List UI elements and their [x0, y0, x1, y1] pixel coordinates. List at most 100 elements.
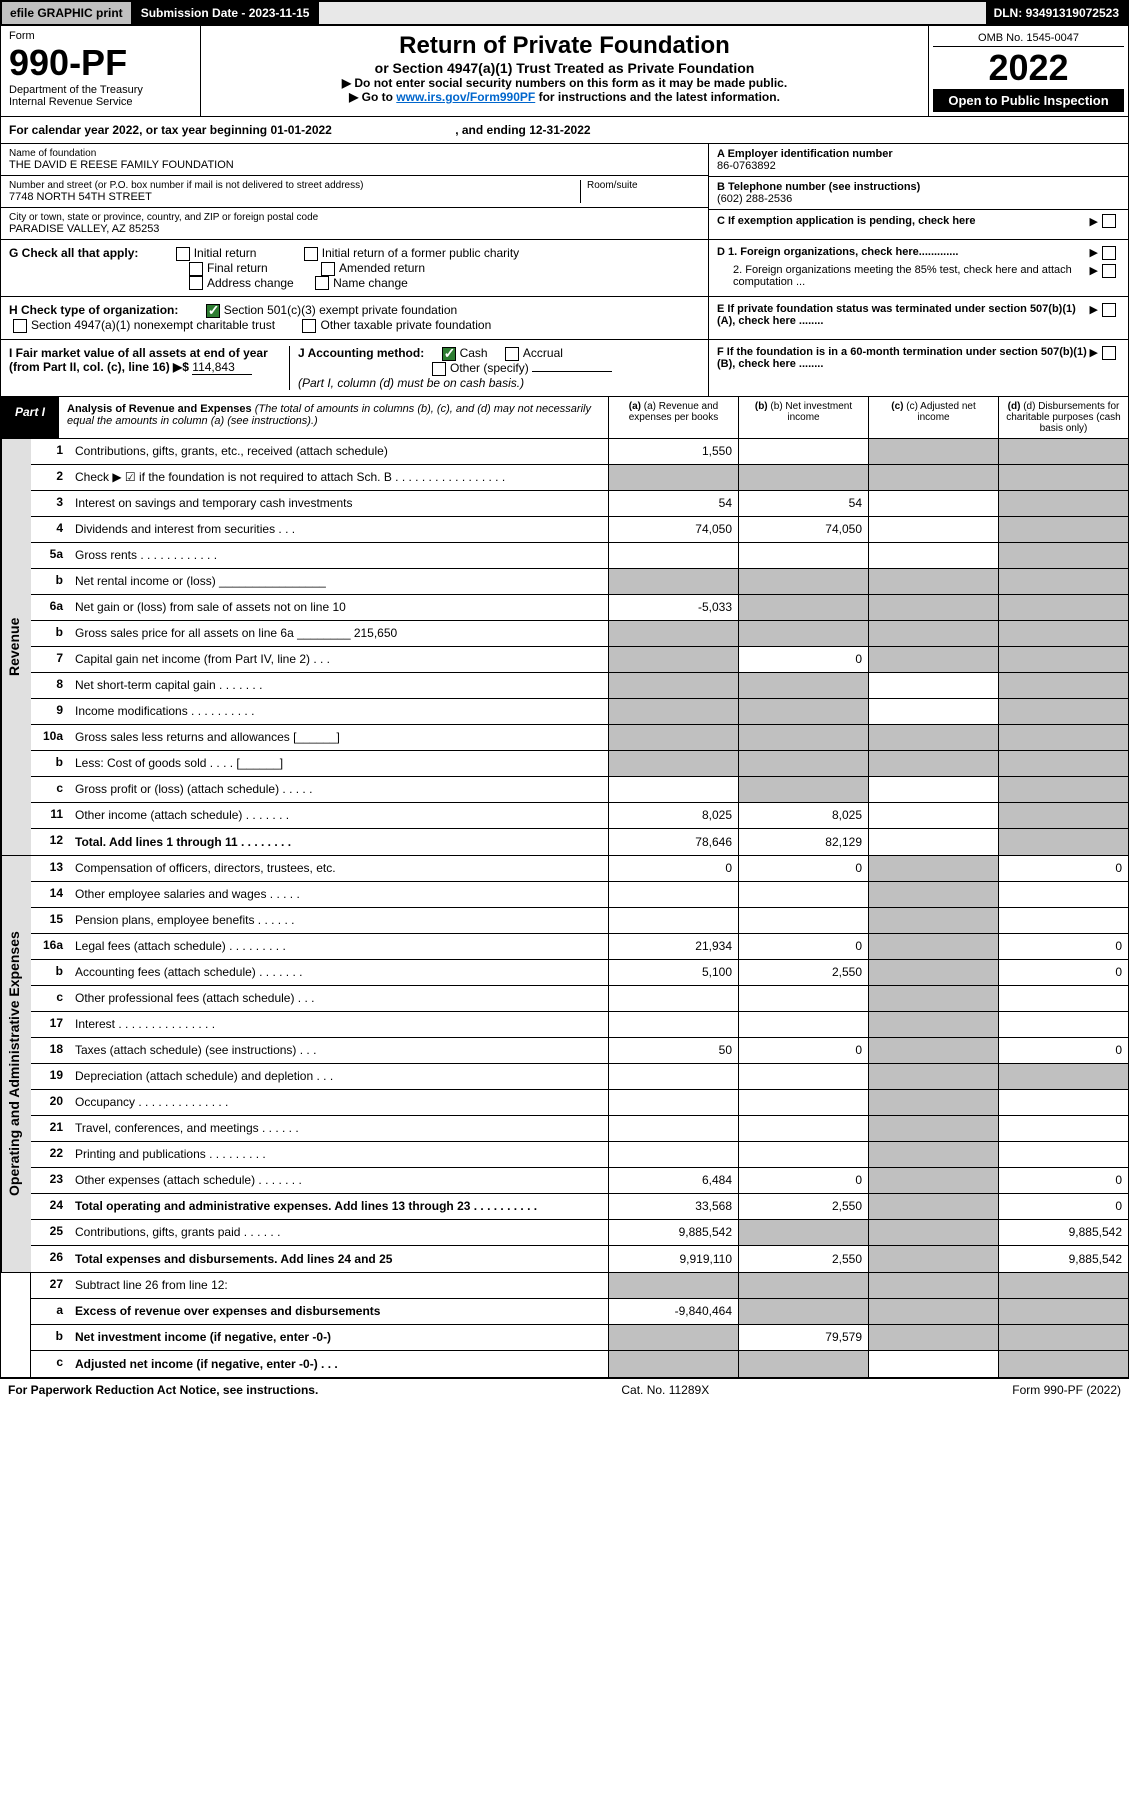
cell-a: 74,050	[608, 517, 738, 542]
table-row: aExcess of revenue over expenses and dis…	[31, 1299, 1128, 1325]
table-row: 12Total. Add lines 1 through 11 . . . . …	[31, 829, 1128, 855]
cell-b: 2,550	[738, 1194, 868, 1219]
cell-d: 9,885,542	[998, 1220, 1128, 1245]
table-row: 13Compensation of officers, directors, t…	[31, 856, 1128, 882]
cell-c	[868, 882, 998, 907]
table-row: 1Contributions, gifts, grants, etc., rec…	[31, 439, 1128, 465]
g-name-checkbox[interactable]	[315, 276, 329, 290]
part1-desc: Analysis of Revenue and Expenses (The to…	[59, 397, 608, 438]
top-bar: efile GRAPHIC print Submission Date - 20…	[0, 0, 1129, 26]
col-c-head: (c) (c) Adjusted net income	[868, 397, 998, 438]
cell-a	[608, 673, 738, 698]
d1-checkbox[interactable]	[1102, 246, 1116, 260]
g-address-checkbox[interactable]	[189, 276, 203, 290]
phone-row: B Telephone number (see instructions) (6…	[709, 177, 1128, 210]
cell-c	[868, 986, 998, 1011]
line-number: 21	[31, 1116, 69, 1141]
cell-a	[608, 543, 738, 568]
line-label: Net gain or (loss) from sale of assets n…	[69, 595, 608, 620]
cell-a	[608, 882, 738, 907]
table-row: 15Pension plans, employee benefits . . .…	[31, 908, 1128, 934]
info-left: Name of foundation THE DAVID E REESE FAM…	[1, 144, 708, 239]
line-number: 11	[31, 803, 69, 828]
dept: Department of the Treasury	[9, 84, 192, 96]
cell-d: 0	[998, 856, 1128, 881]
table-row: bNet investment income (if negative, ent…	[31, 1325, 1128, 1351]
cell-b: 8,025	[738, 803, 868, 828]
cell-c	[868, 1090, 998, 1115]
e-checkbox[interactable]	[1102, 303, 1116, 317]
cell-d	[998, 1351, 1128, 1377]
cell-b: 0	[738, 1038, 868, 1063]
cell-b	[738, 1012, 868, 1037]
j-cash-checkbox[interactable]	[442, 347, 456, 361]
table-row: bGross sales price for all assets on lin…	[31, 621, 1128, 647]
table-row: 7Capital gain net income (from Part IV, …	[31, 647, 1128, 673]
table-row: cGross profit or (loss) (attach schedule…	[31, 777, 1128, 803]
table-row: 5aGross rents . . . . . . . . . . . .	[31, 543, 1128, 569]
info-grid: Name of foundation THE DAVID E REESE FAM…	[0, 144, 1129, 240]
cell-c	[868, 777, 998, 802]
f-checkbox[interactable]	[1102, 346, 1116, 360]
line-number: b	[31, 751, 69, 776]
d-right: D 1. Foreign organizations, check here..…	[708, 240, 1128, 296]
header-right: OMB No. 1545-0047 2022 Open to Public In…	[928, 26, 1128, 116]
cell-d: 0	[998, 1038, 1128, 1063]
cell-a: 9,885,542	[608, 1220, 738, 1245]
tax-year: 2022	[933, 47, 1124, 89]
cell-b	[738, 543, 868, 568]
cell-d	[998, 647, 1128, 672]
cell-c	[868, 725, 998, 750]
final-section: 27Subtract line 26 from line 12:aExcess …	[0, 1273, 1129, 1378]
h-4947-checkbox[interactable]	[13, 319, 27, 333]
cell-a: 50	[608, 1038, 738, 1063]
irs-link[interactable]: www.irs.gov/Form990PF	[396, 90, 535, 104]
h-other-checkbox[interactable]	[302, 319, 316, 333]
line-label: Excess of revenue over expenses and disb…	[69, 1299, 608, 1324]
cell-b	[738, 882, 868, 907]
col-a-head: (a) (a) Revenue and expenses per books	[608, 397, 738, 438]
cell-d	[998, 465, 1128, 490]
line-label: Net short-term capital gain . . . . . . …	[69, 673, 608, 698]
g-amended-checkbox[interactable]	[321, 262, 335, 276]
cell-d	[998, 1064, 1128, 1089]
cell-c	[868, 673, 998, 698]
cell-a	[608, 647, 738, 672]
g-initial-checkbox[interactable]	[176, 247, 190, 261]
g-final-checkbox[interactable]	[189, 262, 203, 276]
g-initial-former-checkbox[interactable]	[304, 247, 318, 261]
table-row: 8Net short-term capital gain . . . . . .…	[31, 673, 1128, 699]
d2-checkbox[interactable]	[1102, 264, 1116, 278]
ij-row: I Fair market value of all assets at end…	[0, 340, 1129, 397]
cell-c	[868, 569, 998, 594]
e-right: E If private foundation status was termi…	[708, 297, 1128, 339]
table-row: 20Occupancy . . . . . . . . . . . . . .	[31, 1090, 1128, 1116]
efile-label: efile GRAPHIC print	[2, 2, 133, 24]
cell-b: 0	[738, 934, 868, 959]
line-number: 27	[31, 1273, 69, 1298]
j-accrual-checkbox[interactable]	[505, 347, 519, 361]
form-number: 990-PF	[9, 42, 192, 84]
g-row: G Check all that apply: Initial return I…	[0, 240, 1129, 297]
cell-d	[998, 595, 1128, 620]
j-note: (Part I, column (d) must be on cash basi…	[298, 376, 524, 390]
h-left: H Check type of organization: Section 50…	[1, 297, 708, 339]
cell-c	[868, 1012, 998, 1037]
cell-c	[868, 439, 998, 464]
line-label: Interest on savings and temporary cash i…	[69, 491, 608, 516]
cell-d	[998, 1012, 1128, 1037]
expense-rows: 13Compensation of officers, directors, t…	[31, 856, 1128, 1272]
table-row: cAdjusted net income (if negative, enter…	[31, 1351, 1128, 1377]
cell-c	[868, 1351, 998, 1377]
cell-c	[868, 647, 998, 672]
dln: DLN: 93491319072523	[986, 2, 1127, 24]
ij-left: I Fair market value of all assets at end…	[1, 340, 708, 396]
line-number: 16a	[31, 934, 69, 959]
line-number: 24	[31, 1194, 69, 1219]
j-other-checkbox[interactable]	[432, 362, 446, 376]
c-checkbox[interactable]	[1102, 214, 1116, 228]
h-501c3-checkbox[interactable]	[206, 304, 220, 318]
cell-b	[738, 1351, 868, 1377]
line-label: Travel, conferences, and meetings . . . …	[69, 1116, 608, 1141]
spacer	[319, 2, 985, 24]
